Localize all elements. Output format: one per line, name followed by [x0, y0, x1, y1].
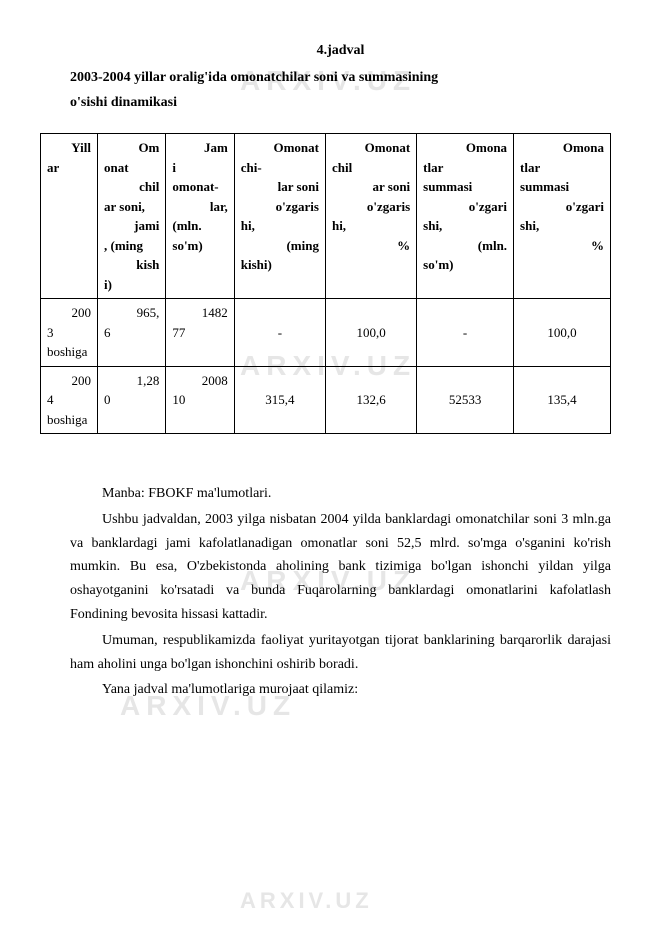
hdr-text: jami: [134, 218, 159, 233]
hdr-text: Omona: [563, 140, 604, 155]
paragraph: Umuman, respublikamizda faoliyat yuritay…: [70, 629, 611, 677]
cell-change-count: -: [234, 299, 325, 367]
col-total: Jam i omonat- lar, (mln. so'm): [166, 134, 234, 299]
col-change-count-pct: Omonat chil ar soni o'zgaris hi, %: [325, 134, 416, 299]
cell-text: 77: [172, 323, 185, 343]
hdr-text: Jam: [204, 140, 228, 155]
cell-depositors: 1,28 0: [98, 366, 166, 434]
hdr-text: ar: [47, 158, 59, 178]
source-line: Manba: FBOKF ma'lumotlari.: [70, 482, 611, 506]
table-caption-line: 2003-2004 yillar oralig'ida omonatchilar…: [70, 67, 611, 88]
hdr-text: kishi): [241, 255, 272, 275]
hdr-text: chi-: [241, 158, 262, 178]
hdr-text: hi,: [241, 216, 255, 236]
cell-text: 1,28: [137, 373, 160, 388]
hdr-text: o'zgaris: [276, 199, 319, 214]
table-header-row: Yillar Om onat chil ar soni, jami , (min…: [41, 134, 611, 299]
cell-change-sum: -: [417, 299, 514, 367]
hdr-text: (mln.: [478, 238, 507, 253]
hdr-text: so'm): [172, 236, 202, 256]
cell-text: 4: [47, 390, 54, 410]
table-caption-line: o'sishi dinamikasi: [70, 92, 611, 113]
hdr-text: summasi: [520, 177, 569, 197]
hdr-text: Yill: [71, 140, 91, 155]
hdr-text: ar soni: [372, 179, 410, 194]
hdr-text: Omonat: [365, 140, 411, 155]
paragraph: Yana jadval ma'lumotlariga murojaat qila…: [70, 678, 611, 702]
hdr-text: ar soni,: [104, 197, 145, 217]
hdr-text: so'm): [423, 255, 453, 275]
cell-change-sum-pct: 100,0: [514, 299, 611, 367]
cell-text: 965,: [137, 305, 160, 320]
cell-text: 2008: [202, 373, 228, 388]
cell-change-count: 315,4: [234, 366, 325, 434]
cell-year: 200 3 boshiga: [41, 299, 98, 367]
hdr-text: o'zgari: [566, 199, 604, 214]
data-table: Yillar Om onat chil ar soni, jami , (min…: [40, 133, 611, 434]
cell-year: 200 4 boshiga: [41, 366, 98, 434]
paragraph: Ushbu jadvaldan, 2003 yilga nisbatan 200…: [70, 508, 611, 627]
hdr-text: lar,: [210, 199, 228, 214]
cell-text: 0: [104, 390, 111, 410]
cell-total: 1482 77: [166, 299, 234, 367]
hdr-text: i: [172, 158, 176, 178]
cell-text: 200: [72, 305, 92, 320]
hdr-text: chil: [139, 179, 159, 194]
hdr-text: , (ming: [104, 236, 143, 256]
hdr-text: (mln.: [172, 216, 201, 236]
hdr-text: kish: [136, 257, 159, 272]
col-depositors: Om onat chil ar soni, jami , (ming kish …: [98, 134, 166, 299]
hdr-text: o'zgari: [469, 199, 507, 214]
hdr-text: shi,: [520, 216, 539, 236]
cell-total: 2008 10: [166, 366, 234, 434]
cell-change-sum-pct: 135,4: [514, 366, 611, 434]
cell-text: boshiga: [47, 410, 87, 430]
hdr-text: %: [591, 238, 604, 253]
hdr-text: (ming: [286, 238, 319, 253]
cell-change-sum: 52533: [417, 366, 514, 434]
hdr-text: onat: [104, 158, 129, 178]
hdr-text: Om: [138, 140, 159, 155]
cell-change-count-pct: 100,0: [325, 299, 416, 367]
hdr-text: hi,: [332, 216, 346, 236]
col-change-count: Omonat chi- lar soni o'zgaris hi, (ming …: [234, 134, 325, 299]
hdr-text: Omonat: [273, 140, 319, 155]
hdr-text: %: [397, 238, 410, 253]
cell-depositors: 965, 6: [98, 299, 166, 367]
table-number: 4.jadval: [70, 40, 611, 61]
hdr-text: omonat-: [172, 177, 218, 197]
watermark: ARXIV.UZ: [240, 884, 373, 917]
cell-change-count-pct: 132,6: [325, 366, 416, 434]
col-change-sum: Omona tlar summasi o'zgari shi, (mln. so…: [417, 134, 514, 299]
hdr-text: shi,: [423, 216, 442, 236]
cell-text: 200: [72, 373, 92, 388]
hdr-text: summasi: [423, 177, 472, 197]
hdr-text: tlar: [520, 158, 540, 178]
hdr-text: tlar: [423, 158, 443, 178]
hdr-text: i): [104, 275, 112, 295]
table-row: 200 3 boshiga 965, 6 1482 77 - 100,0 - 1…: [41, 299, 611, 367]
hdr-text: o'zgaris: [367, 199, 410, 214]
cell-text: 6: [104, 323, 111, 343]
cell-text: 1482: [202, 305, 228, 320]
cell-text: 3: [47, 323, 54, 343]
hdr-text: lar soni: [278, 179, 319, 194]
col-change-sum-pct: Omona tlar summasi o'zgari shi, %: [514, 134, 611, 299]
cell-text: 10: [172, 390, 185, 410]
col-year: Yillar: [41, 134, 98, 299]
cell-text: boshiga: [47, 342, 87, 362]
hdr-text: chil: [332, 158, 352, 178]
hdr-text: Omona: [466, 140, 507, 155]
table-row: 200 4 boshiga 1,28 0 2008 10 315,4 132,6…: [41, 366, 611, 434]
